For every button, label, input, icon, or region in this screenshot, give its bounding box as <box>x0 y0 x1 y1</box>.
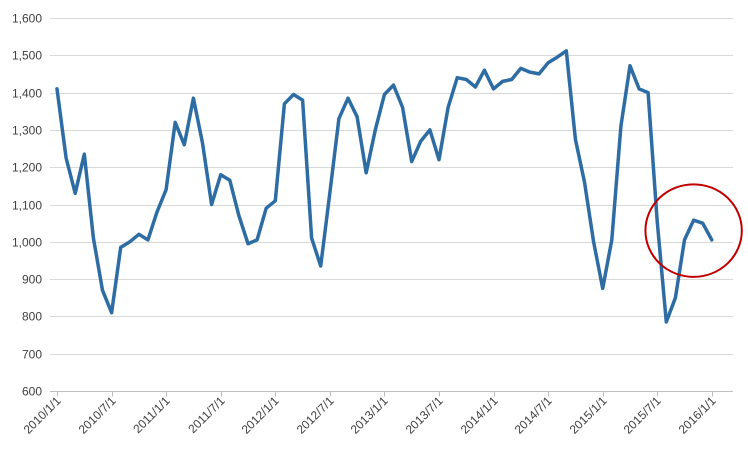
y-tick-label: 1,300 <box>12 124 42 138</box>
y-tick-label: 1,100 <box>12 199 42 213</box>
series-layer <box>55 49 714 324</box>
y-tick-label: 700 <box>22 348 42 362</box>
y-tick-label: 1,000 <box>12 236 42 250</box>
x-tick-label: 2014/7/1 <box>512 393 555 436</box>
axes <box>50 391 733 397</box>
y-axis-tick-labels: 600 700 800 900 1,000 1,100 1,200 1,300 1,400 1,5… <box>12 12 42 399</box>
x-tick-label: 2013/7/1 <box>403 393 446 436</box>
x-tick-label: 2011/1/1 <box>130 393 173 436</box>
x-tick-label: 2011/7/1 <box>185 393 228 436</box>
highlight-circle <box>644 183 743 278</box>
y-tick-label: 1,200 <box>12 161 42 175</box>
y-tick-label: 1,500 <box>12 49 42 63</box>
series-line-0 <box>55 49 714 324</box>
y-tick-label: 1,600 <box>12 12 42 26</box>
gridlines <box>50 18 733 355</box>
x-tick-label: 2013/1/1 <box>348 393 391 436</box>
x-axis-tick-labels: 2010/1/1 2010/7/1 2011/1/1 2011/7/1 2012/1/1… <box>21 393 719 436</box>
x-tick-label: 2012/1/1 <box>239 393 282 436</box>
x-tick-label: 2015/1/1 <box>567 393 610 436</box>
x-tick-label: 2010/1/1 <box>21 393 64 436</box>
annotations <box>644 183 743 278</box>
y-tick-label: 800 <box>22 310 42 324</box>
y-tick-label: 600 <box>22 385 42 399</box>
y-tick-label: 1,400 <box>12 87 42 101</box>
x-tick-label: 2016/1/1 <box>676 393 719 436</box>
x-tick-label: 2015/7/1 <box>621 393 664 436</box>
x-tick-label: 2010/7/1 <box>76 393 119 436</box>
x-tick-label: 2012/7/1 <box>294 393 337 436</box>
y-tick-label: 900 <box>22 273 42 287</box>
x-tick-label: 2014/1/1 <box>458 393 501 436</box>
